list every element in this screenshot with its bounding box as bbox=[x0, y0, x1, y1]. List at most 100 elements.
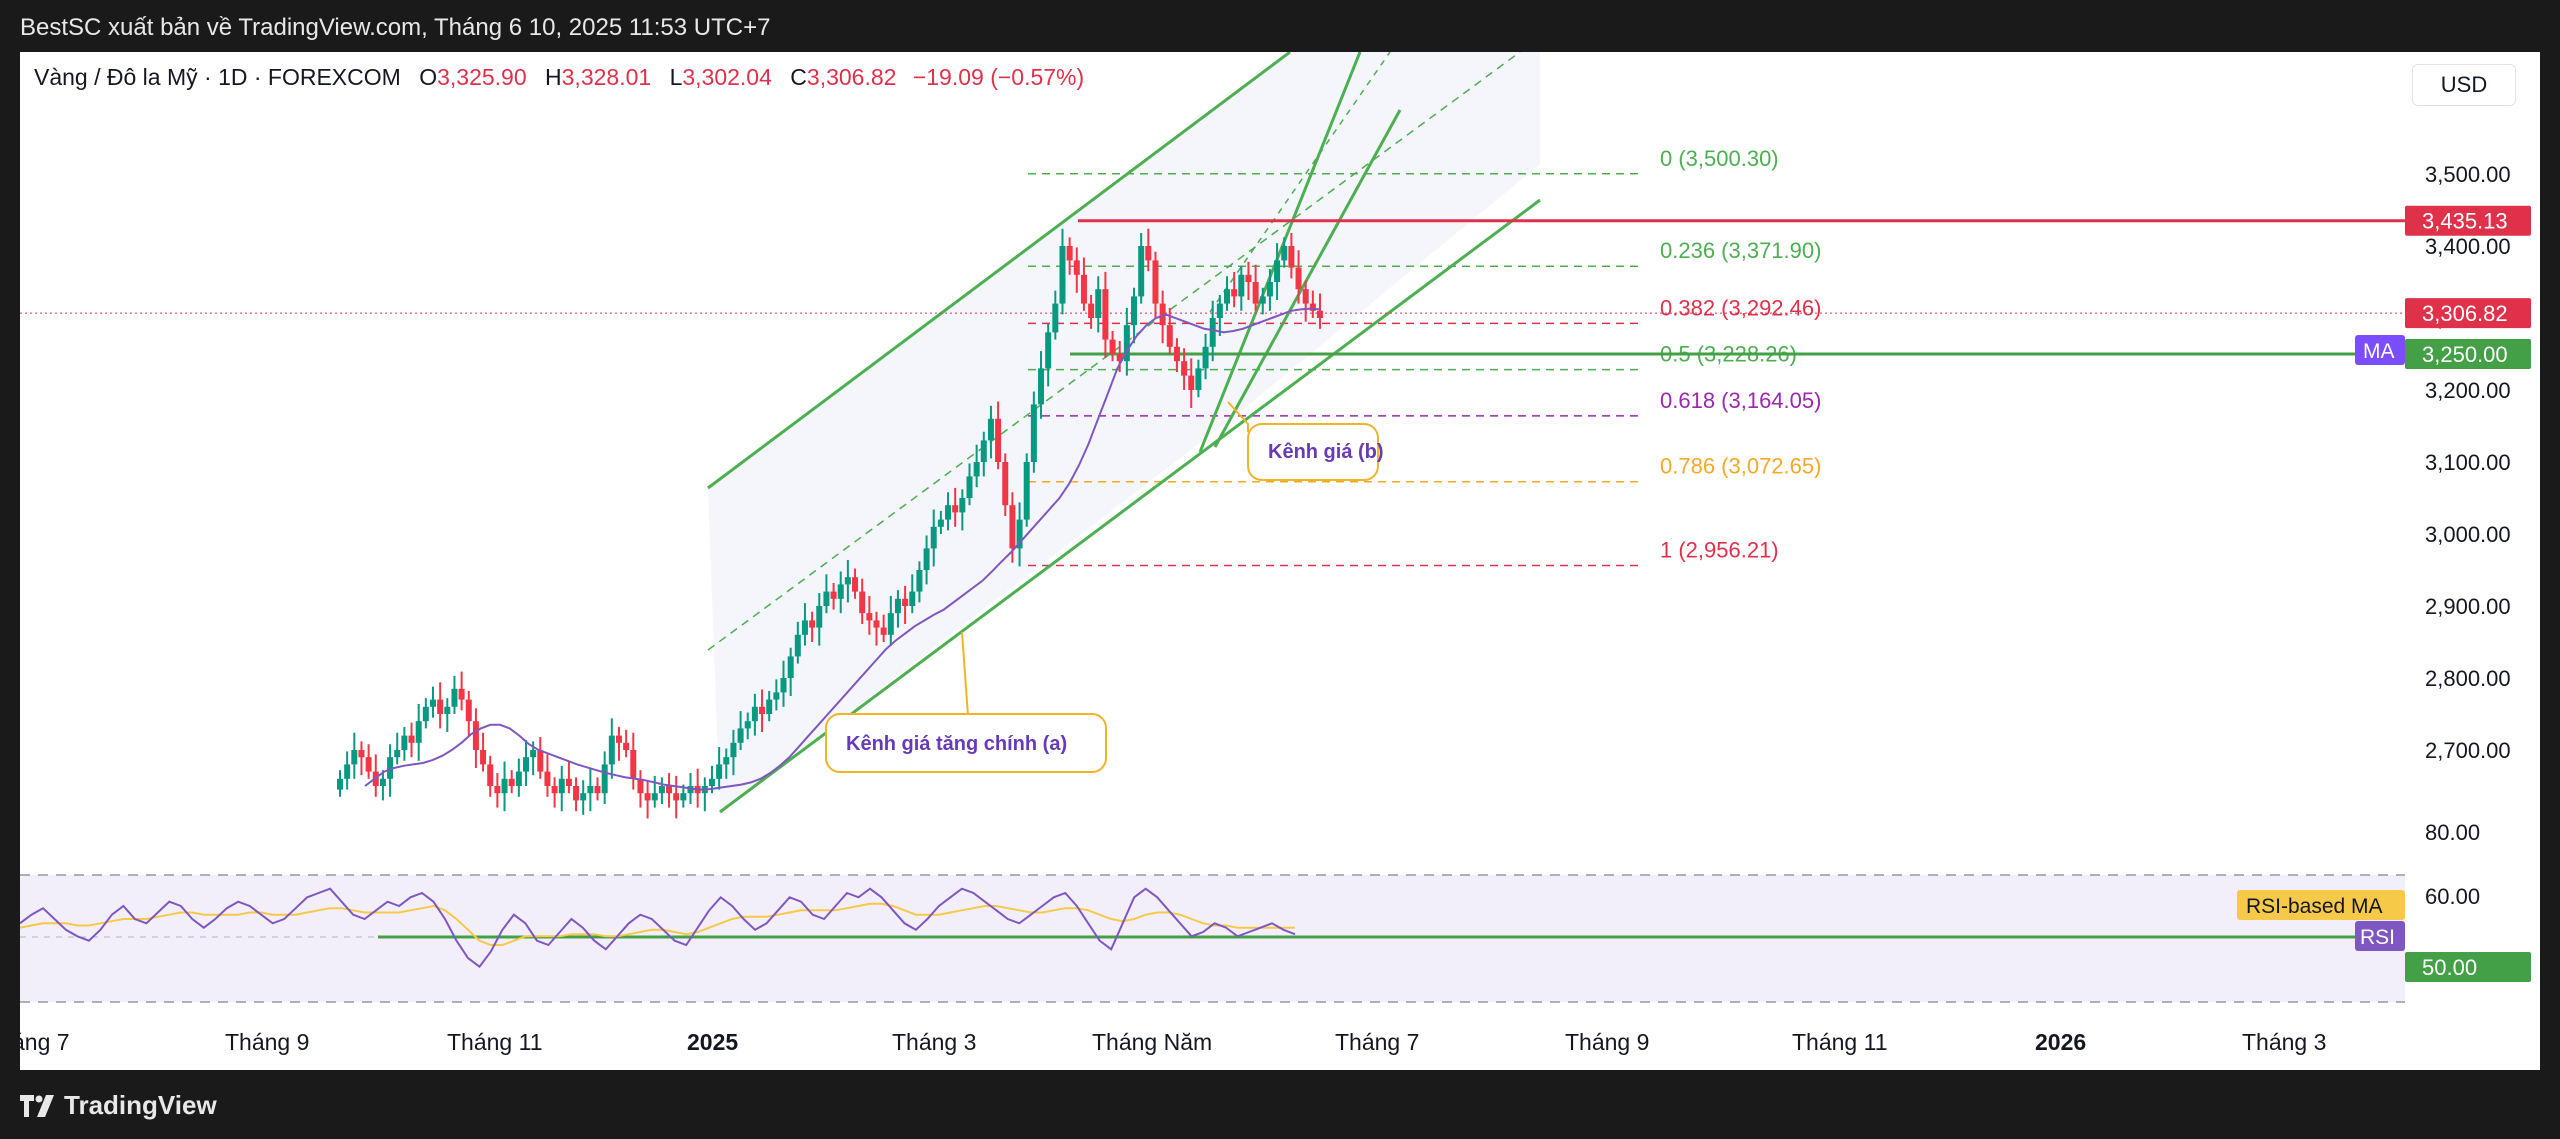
currency-button[interactable]: USD bbox=[2412, 64, 2516, 106]
candle-body bbox=[1202, 346, 1209, 369]
callout-a-label: Kênh giá tăng chính (a) bbox=[846, 733, 1067, 755]
candle bbox=[437, 682, 444, 729]
candle bbox=[730, 729, 737, 776]
callout-b-label: Kênh giá (b) bbox=[1268, 441, 1384, 463]
candle bbox=[494, 773, 501, 808]
candle-body bbox=[809, 620, 816, 628]
ma-line bbox=[364, 307, 1321, 791]
candle bbox=[1288, 233, 1295, 279]
chart-canvas[interactable]: 0 (3,500.30) 0.236 (3,371.90) 0.382 (3,292… bbox=[20, 52, 2540, 1070]
callout-a-pointer bbox=[961, 631, 1040, 717]
candle bbox=[1274, 243, 1281, 300]
candle-body bbox=[608, 735, 615, 765]
candle-body bbox=[673, 793, 680, 801]
candle bbox=[980, 431, 987, 477]
candle-body bbox=[945, 505, 952, 520]
candle-body bbox=[351, 750, 358, 765]
candle-body bbox=[930, 526, 937, 549]
candle-body bbox=[1173, 346, 1180, 362]
candle bbox=[995, 401, 1002, 470]
candle bbox=[1102, 271, 1109, 358]
candle bbox=[1095, 276, 1102, 333]
time-axis-label: Tháng 11 bbox=[1792, 1029, 1887, 1055]
tradingview-brand[interactable]: TradingView bbox=[20, 1090, 217, 1121]
candle bbox=[1231, 271, 1238, 308]
candle-body bbox=[537, 750, 544, 772]
candle-body bbox=[415, 721, 422, 743]
candle-body bbox=[1259, 296, 1266, 304]
candle-body bbox=[437, 699, 444, 714]
candle-body bbox=[1131, 296, 1138, 326]
candle bbox=[1016, 502, 1023, 567]
price-tag-support bbox=[2405, 339, 2531, 369]
candle-body bbox=[1166, 325, 1173, 347]
candle bbox=[1259, 287, 1266, 315]
candle-body bbox=[637, 778, 644, 794]
price-axis-tick: 3,200.00 bbox=[2425, 378, 2511, 403]
candle-body bbox=[487, 764, 494, 786]
candle-body bbox=[966, 476, 973, 498]
price-axis-tick: 2,700.00 bbox=[2425, 738, 2511, 763]
rsi-line bbox=[20, 887, 1296, 969]
candle bbox=[558, 765, 565, 812]
rsi-ma-tag bbox=[2237, 890, 2405, 920]
high-value: 3,328.01 bbox=[561, 64, 652, 90]
price-axis-tick: 2,800.00 bbox=[2425, 666, 2511, 691]
close-value: 3,306.82 bbox=[806, 64, 897, 90]
candle bbox=[830, 582, 837, 610]
candle-body bbox=[1023, 462, 1030, 520]
open-label: O bbox=[419, 64, 438, 90]
candle-body bbox=[837, 584, 844, 599]
candle-body bbox=[530, 750, 537, 758]
candle-body bbox=[866, 613, 873, 621]
candle-body bbox=[880, 627, 887, 635]
candle-body bbox=[794, 634, 801, 657]
candle-body bbox=[658, 786, 665, 794]
callout-b-box bbox=[1247, 423, 1379, 481]
candle bbox=[737, 711, 744, 750]
candle bbox=[766, 690, 773, 722]
ma-tag-label: MA bbox=[2363, 340, 2395, 363]
candle bbox=[1238, 266, 1245, 311]
candle-body bbox=[565, 778, 572, 786]
candle bbox=[508, 770, 515, 794]
candle-body bbox=[1052, 303, 1059, 333]
candle-body bbox=[973, 462, 980, 477]
tradingview-logo-icon bbox=[20, 1094, 54, 1117]
candle-body bbox=[1123, 325, 1130, 362]
candle-body bbox=[937, 519, 944, 527]
candle bbox=[344, 751, 351, 790]
symbol-label[interactable]: Vàng / Đô la Mỹ · 1D · FOREXCOM bbox=[34, 64, 401, 90]
candle bbox=[544, 754, 551, 797]
chart-area[interactable]: 0 (3,500.30) 0.236 (3,371.90) 0.382 (3,292… bbox=[20, 52, 2540, 1070]
candle-body bbox=[852, 577, 859, 592]
rsi-tag bbox=[2355, 921, 2405, 951]
candle bbox=[1080, 257, 1087, 311]
callout-a-box bbox=[825, 713, 1107, 773]
candle-body bbox=[823, 591, 830, 606]
candle-body bbox=[465, 699, 472, 722]
candle bbox=[1317, 293, 1323, 329]
candle bbox=[966, 463, 973, 506]
candle bbox=[1066, 237, 1073, 275]
candle-body bbox=[1266, 282, 1273, 297]
candle-body bbox=[887, 613, 894, 635]
rsi-axis-tick: 60.00 bbox=[2425, 884, 2480, 909]
candle-body bbox=[522, 757, 529, 772]
candle bbox=[472, 708, 479, 768]
candle-body bbox=[587, 786, 594, 794]
candle-body bbox=[766, 699, 773, 714]
candle-body bbox=[1152, 260, 1159, 304]
candle bbox=[351, 732, 358, 779]
candle-body bbox=[708, 778, 715, 786]
candle-body bbox=[844, 577, 851, 585]
candle bbox=[1224, 276, 1231, 311]
candle bbox=[1152, 251, 1159, 318]
candle-body bbox=[594, 786, 601, 794]
candle-body bbox=[551, 786, 558, 794]
candle-body bbox=[737, 728, 744, 743]
rsi-level-tag-label: 50.00 bbox=[2422, 955, 2477, 980]
price-axis-tick: 3,500.00 bbox=[2425, 162, 2511, 187]
candle bbox=[887, 595, 894, 646]
candle-body bbox=[558, 778, 565, 794]
